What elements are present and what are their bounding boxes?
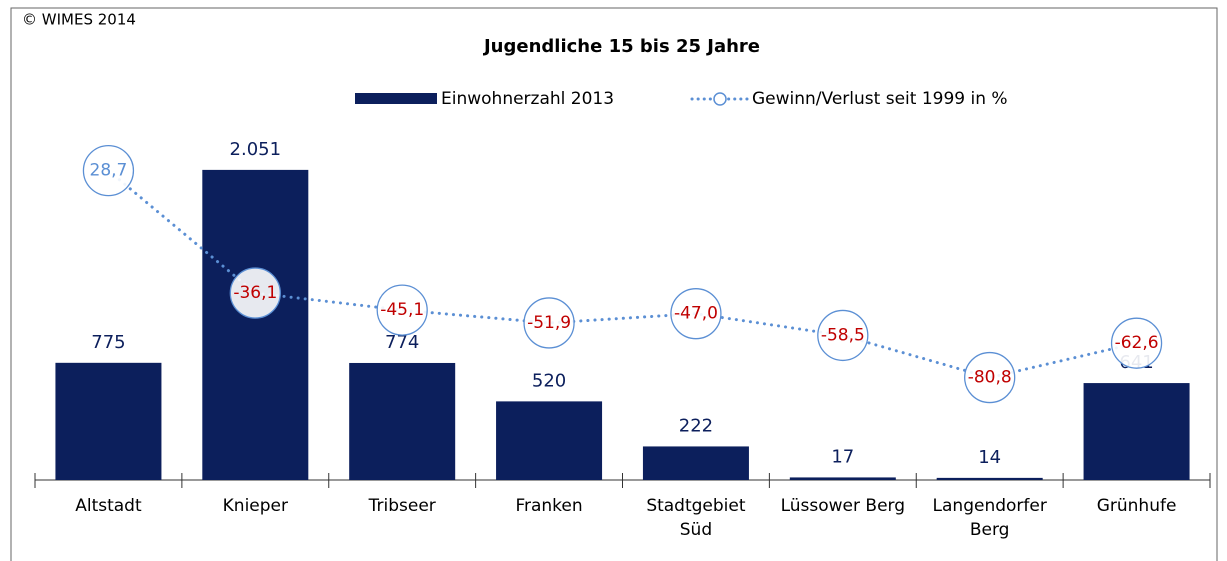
line-value-label: -80,8	[968, 368, 1012, 388]
line-marker	[376, 284, 428, 336]
line-marker	[1110, 317, 1163, 369]
line-value-label: -36,1	[233, 283, 277, 303]
bar	[349, 362, 456, 480]
line-value-label: -47,0	[674, 304, 718, 324]
x-tick-label-box: Knieper	[222, 496, 288, 516]
bar-value-label: 14	[978, 447, 1001, 468]
x-tick-label-box: Altstadt	[75, 496, 142, 516]
bar-value-label: 775	[91, 332, 125, 353]
legend-label: Einwohnerzahl 2013	[441, 89, 614, 109]
x-tick-label: Stadtgebiet Süd	[646, 496, 746, 540]
bar	[202, 169, 309, 480]
x-tick-label-box: Lüssower Berg	[780, 496, 906, 516]
bar-value-label: 2.051	[230, 139, 282, 160]
bar-value-label: 774	[385, 332, 419, 353]
legend-marker	[713, 92, 727, 106]
line-marker	[670, 288, 722, 340]
x-tick-label: Lüssower Berg	[780, 496, 906, 516]
line-value-label: -62,6	[1115, 333, 1159, 353]
bar	[789, 477, 896, 480]
bar	[1083, 383, 1190, 480]
x-tick-label-box: Langendorfer Berg	[932, 496, 1047, 540]
x-tick-label-box: Grünhufe	[1096, 496, 1177, 516]
bar-value-label: 17	[831, 446, 854, 467]
bar	[642, 446, 749, 480]
line-marker	[523, 297, 575, 349]
chart-title: Jugendliche 15 bis 25 Jahre	[482, 36, 760, 57]
line-value-label: -58,5	[821, 325, 865, 345]
x-tick-label: Franken	[515, 496, 583, 516]
line-value-label: 28,7	[90, 161, 128, 181]
bar-value-label: 222	[679, 415, 713, 436]
legend-label: Gewinn/Verlust seit 1999 in %	[752, 89, 1008, 109]
bar-value-label: 520	[532, 370, 566, 391]
x-tick-label: Langendorfer Berg	[932, 496, 1047, 540]
bar	[936, 477, 1043, 480]
x-tick-label: Altstadt	[75, 496, 142, 516]
bar	[55, 362, 162, 480]
line-marker	[817, 309, 869, 362]
x-tick-label-box: Franken	[515, 496, 583, 516]
legend-swatch	[355, 93, 437, 104]
line-marker	[82, 144, 135, 197]
line-marker	[964, 351, 1016, 404]
line-value-label: -51,9	[527, 313, 571, 333]
bar	[496, 401, 603, 480]
line-value-label: -45,1	[380, 300, 424, 320]
x-tick-label-box: Stadtgebiet Süd	[646, 496, 746, 540]
line-marker	[229, 267, 281, 319]
x-tick-label: Knieper	[222, 496, 288, 516]
x-tick-label-box: Tribseer	[368, 496, 436, 516]
x-tick-label: Grünhufe	[1096, 496, 1177, 516]
copyright: © WIMES 2014	[22, 11, 136, 29]
x-tick-label: Tribseer	[368, 496, 436, 516]
